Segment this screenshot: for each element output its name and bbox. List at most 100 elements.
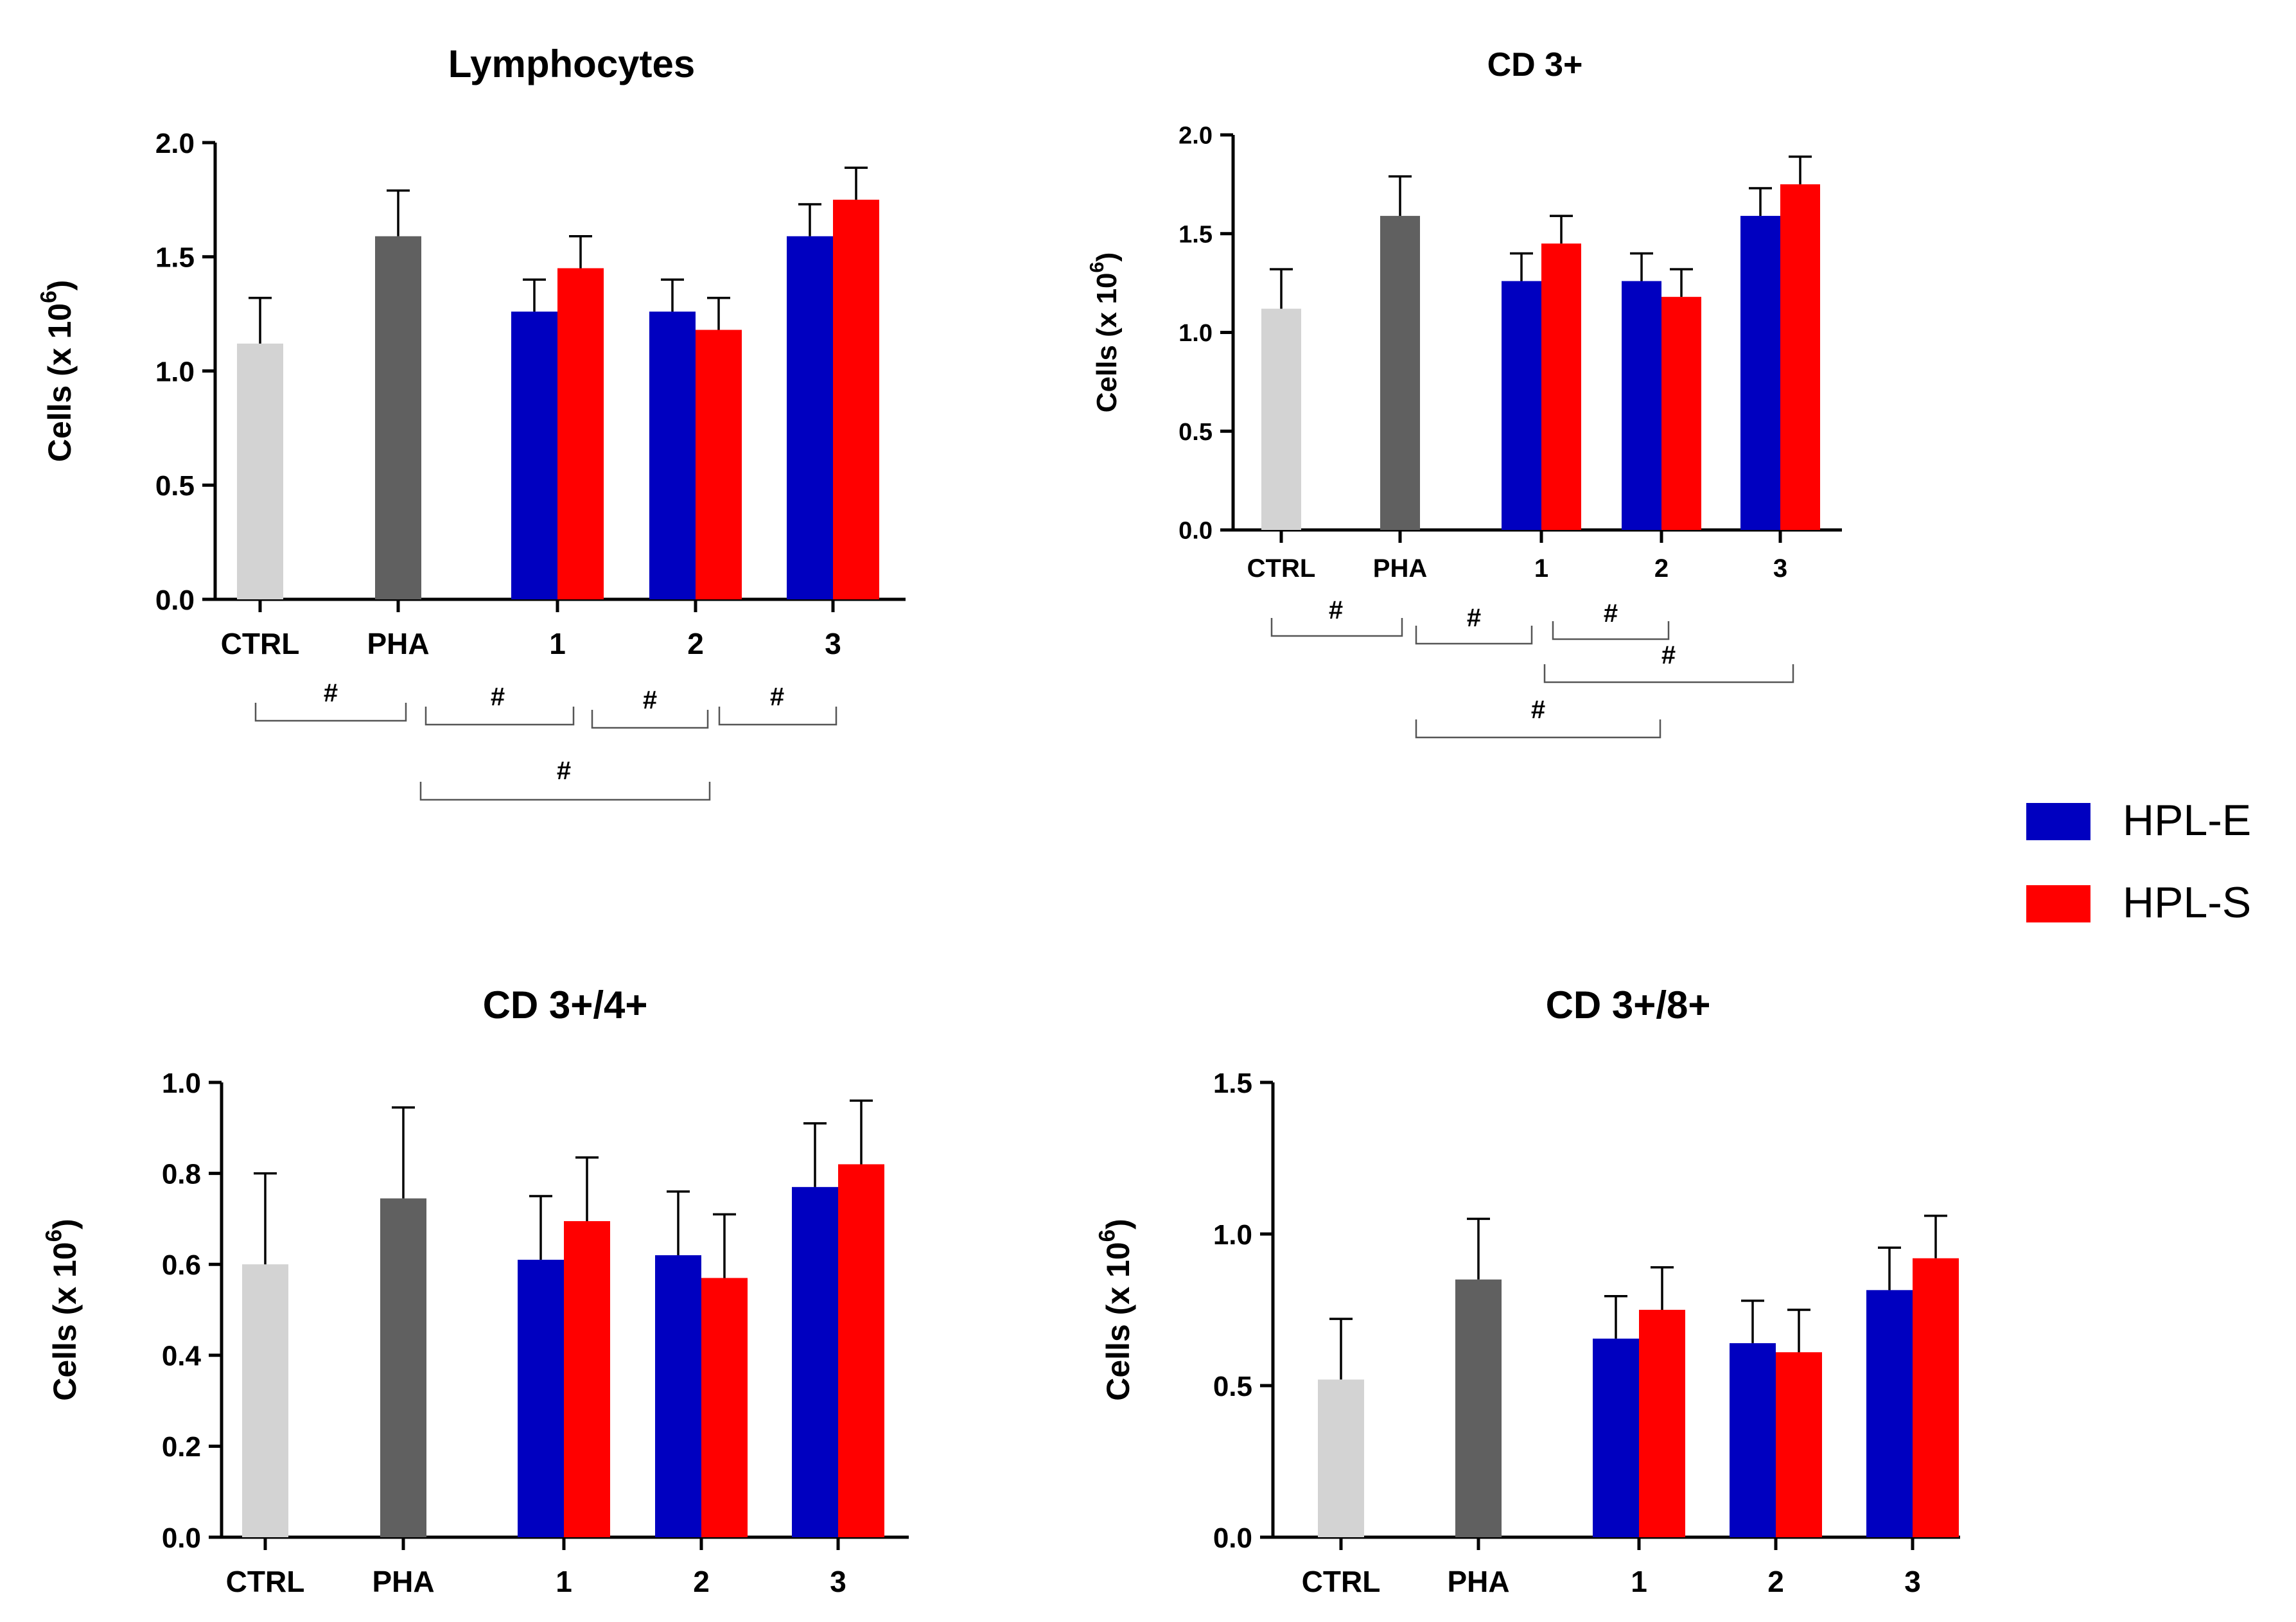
x-tick-label-pha: PHA	[367, 627, 429, 660]
y-tick-label: 0.0	[1213, 1522, 1252, 1554]
y-tick-label: 1.0	[162, 1068, 201, 1099]
bar-1-hpl-e	[1593, 1338, 1639, 1537]
bar-3-hpl-e	[787, 236, 833, 599]
bar-pha-pha	[1380, 216, 1420, 530]
y-tick-label: 0.0	[1179, 518, 1213, 545]
y-tick-label: 0.8	[162, 1158, 201, 1190]
x-tick-label-pha: PHA	[1447, 1565, 1509, 1598]
significance-label-1-2: #	[643, 686, 657, 714]
x-tick-label-3: 3	[825, 627, 841, 660]
significance-label-ctrl-pha: #	[324, 679, 338, 707]
x-tick-label-pha: PHA	[1373, 554, 1427, 583]
chart-title: CD 3+/4+	[483, 983, 648, 1027]
y-axis-label: Cells (x 106)	[1095, 1219, 1137, 1401]
chart-title: Lymphocytes	[448, 42, 696, 85]
bar-ctrl-ctrl	[242, 1264, 288, 1537]
significance-label-pha-2: #	[1531, 696, 1545, 724]
significance-label-ctrl-pha: #	[1329, 596, 1343, 624]
bar-3-hpl-e	[1866, 1290, 1913, 1537]
chart-panel-cd-3: CD 3+ 0.0 0.5 1.0 1.5 2.0 Cells (x 106) CTRL PHA…	[1085, 46, 1842, 739]
x-tick-label-1: 1	[556, 1565, 572, 1598]
y-tick-label: 1.5	[1179, 221, 1213, 248]
y-tick-label: 1.0	[1213, 1219, 1252, 1251]
chart-title: CD 3+/8+	[1546, 983, 1711, 1027]
y-tick-label: 0.5	[1213, 1371, 1252, 1402]
chart-title: CD 3+	[1487, 46, 1583, 84]
x-tick-label-ctrl: CTRL	[1247, 554, 1316, 583]
x-tick-label-ctrl: CTRL	[226, 1565, 305, 1598]
y-tick-label: 0.6	[162, 1249, 201, 1281]
y-axis-label-sup: 6	[37, 290, 62, 303]
bar-1-hpl-s	[1541, 243, 1581, 530]
significance-label-pha-1: #	[491, 683, 505, 711]
y-tick-label: 2.0	[1179, 123, 1213, 150]
x-tick-label-2: 2	[1654, 554, 1669, 583]
significance-bracket-1-3	[1543, 664, 1794, 683]
bar-1-hpl-e	[1502, 281, 1541, 530]
significance-label-2-3: #	[770, 683, 784, 711]
y-axis-label: Cells (x 106)	[37, 280, 78, 463]
y-axis-label-end: )	[1100, 1219, 1136, 1230]
y-axis-label-main: Cells (x 10	[1100, 1242, 1136, 1400]
significance-label-pha-2: #	[557, 757, 571, 785]
x-tick-label-3: 3	[1773, 554, 1787, 583]
bar-ctrl-ctrl	[1261, 308, 1301, 530]
significance-bracket-pha-1	[1415, 626, 1533, 645]
x-tick-label-2: 2	[687, 627, 704, 660]
x-tick-label-pha: PHA	[372, 1565, 434, 1598]
bar-2-hpl-e	[655, 1255, 701, 1537]
legend-swatch-hpl-e	[2026, 803, 2090, 840]
y-axis-label-sup: 6	[1095, 1230, 1120, 1242]
y-axis-label: Cells (x 106)	[42, 1219, 83, 1401]
bar-3-hpl-e	[1740, 216, 1780, 530]
bar-3-hpl-s	[833, 199, 879, 599]
bar-2-hpl-s	[701, 1278, 748, 1537]
significance-bracket-pha-2	[419, 782, 711, 801]
significance-bracket-1-2	[591, 710, 709, 729]
bar-ctrl-ctrl	[1318, 1379, 1364, 1537]
chart-panel-cd-3-4: CD 3+/4+ 0.0 0.2 0.4 0.6 0.8 1.0 Cells (x 106) C…	[42, 983, 909, 1598]
y-tick-label: 0.0	[155, 585, 195, 616]
bar-1-hpl-s	[1639, 1310, 1685, 1537]
significance-bracket-1-2	[1552, 621, 1670, 640]
y-axis-label-sup: 6	[42, 1230, 67, 1242]
significance-label-1-3: #	[1661, 641, 1676, 669]
legend-label-hpl-s: HPL-S	[2123, 878, 2251, 927]
bar-3-hpl-s	[838, 1164, 884, 1537]
y-tick-label: 2.0	[155, 128, 195, 159]
x-tick-label-1: 1	[549, 627, 566, 660]
legend-swatch-hpl-s	[2026, 885, 2090, 922]
bar-1-hpl-s	[557, 268, 604, 599]
bar-2-hpl-e	[1622, 281, 1661, 530]
significance-bracket-ctrl-pha	[254, 703, 407, 722]
bar-2-hpl-e	[649, 312, 696, 599]
y-tick-label: 0.5	[1179, 419, 1213, 446]
significance-label-pha-1: #	[1467, 604, 1481, 632]
bar-ctrl-ctrl	[237, 343, 283, 599]
bar-2-hpl-s	[1776, 1352, 1822, 1537]
significance-bracket-ctrl-pha	[1270, 618, 1403, 637]
y-tick-label: 1.0	[1179, 320, 1213, 347]
bar-pha-pha	[375, 236, 421, 599]
x-tick-label-ctrl: CTRL	[221, 627, 300, 660]
x-tick-label-1: 1	[1534, 554, 1548, 583]
y-axis-label: Cells (x 106)	[1085, 252, 1123, 412]
bar-3-hpl-s	[1780, 184, 1820, 530]
y-axis-label-main: Cells (x 10	[42, 303, 78, 462]
y-tick-label: 0.4	[162, 1341, 202, 1372]
significance-bracket-pha-2	[1415, 719, 1661, 739]
chart-panel-cd-3-8: CD 3+/8+ 0.0 0.5 1.0 1.5 Cells (x 106) CTRL PHA…	[1095, 983, 1960, 1598]
bar-2-hpl-s	[1661, 297, 1701, 530]
bar-2-hpl-s	[696, 330, 742, 599]
significance-bracket-pha-1	[425, 707, 575, 726]
y-tick-label: 1.5	[1213, 1068, 1252, 1099]
y-axis-label-end: )	[1091, 252, 1123, 262]
x-tick-label-ctrl: CTRL	[1302, 1565, 1381, 1598]
bar-1-hpl-e	[511, 312, 557, 599]
y-axis-label-end: )	[42, 280, 78, 291]
y-tick-label: 0.2	[162, 1431, 201, 1463]
x-tick-label-3: 3	[1904, 1565, 1921, 1598]
y-tick-label: 0.0	[162, 1522, 201, 1554]
